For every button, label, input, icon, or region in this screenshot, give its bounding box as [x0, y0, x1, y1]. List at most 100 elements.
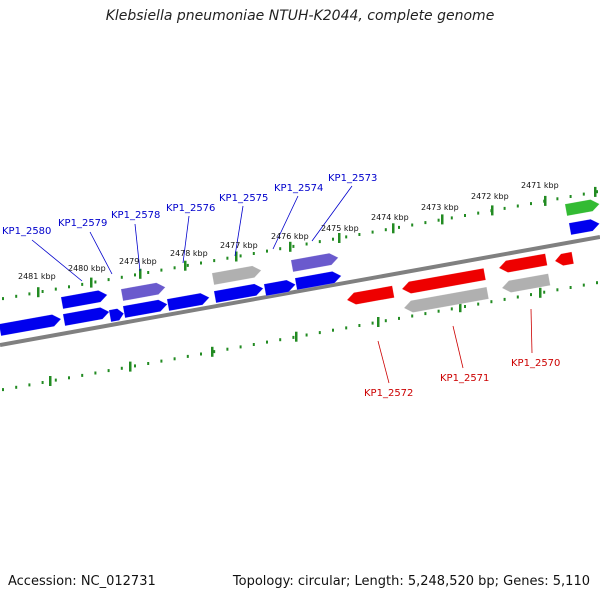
minor-tick [147, 362, 150, 365]
minor-tick [94, 280, 97, 284]
leader-line [377, 340, 390, 384]
major-tick [90, 277, 93, 288]
minor-tick [503, 206, 506, 210]
minor-tick [371, 321, 374, 325]
minor-tick [15, 385, 18, 389]
gene-label-forward: KP1_2574 [274, 183, 323, 194]
gene-green-1-shape [564, 199, 600, 216]
minor-tick [516, 295, 519, 299]
minor-tick [173, 357, 176, 361]
minor-tick [503, 297, 506, 301]
scale-tick-label: 2479 kbp [119, 257, 157, 266]
major-tick [295, 331, 298, 342]
gene-forward-2 [62, 307, 110, 327]
minor-tick [120, 275, 123, 279]
gene-gray-3 [501, 273, 551, 293]
gene-forward-9-shape [568, 219, 600, 235]
gene-label-forward: KP1_2579 [58, 218, 107, 229]
minor-tick [398, 316, 400, 320]
minor-tick [384, 319, 387, 323]
gene-purple-1-shape [120, 282, 166, 301]
minor-tick [477, 211, 480, 215]
minor-tick [543, 290, 546, 294]
minor-tick [186, 263, 189, 267]
minor-tick [292, 244, 295, 248]
minor-tick [305, 242, 308, 246]
minor-tick [41, 290, 44, 293]
gene-reverse-1-shape [347, 285, 395, 305]
major-tick [211, 346, 214, 357]
scale-tick-label: 2475 kbp [321, 224, 359, 233]
upper-tick-row [2, 190, 598, 301]
leader-line [89, 231, 113, 275]
minor-tick [160, 359, 163, 363]
gene-purple-2 [290, 252, 339, 273]
minor-tick [28, 292, 31, 296]
minor-tick [569, 286, 572, 289]
major-tick [491, 205, 494, 216]
minor-tick [41, 381, 44, 384]
minor-tick [305, 333, 308, 337]
minor-tick [450, 216, 453, 220]
minor-tick [292, 335, 295, 339]
gene-forward-5-shape [166, 293, 210, 311]
minor-tick [437, 309, 440, 313]
gene-green-1 [564, 199, 600, 217]
gene-forward-10 [60, 290, 108, 310]
minor-tick [68, 376, 70, 380]
gene-forward-1 [0, 314, 62, 337]
leader-line [452, 325, 464, 369]
tick-rows [2, 186, 598, 392]
minor-tick [2, 297, 4, 301]
minor-tick [398, 225, 400, 229]
scale-tick-label: 2478 kbp [170, 249, 208, 258]
minor-tick [134, 273, 136, 277]
gene-gray-1-shape [211, 265, 262, 285]
gene-label-forward: KP1_2575 [219, 193, 268, 204]
gene-reverse-1 [346, 285, 395, 305]
minor-tick [411, 223, 414, 227]
major-tick [377, 317, 380, 327]
gene-forward-6 [213, 283, 264, 304]
minor-tick [252, 252, 255, 255]
minor-tick [358, 233, 361, 236]
minor-tick [279, 338, 282, 342]
minor-tick [279, 247, 282, 251]
minor-tick [200, 261, 202, 265]
minor-tick [107, 369, 110, 373]
leader-line [272, 195, 299, 250]
gene-forward-7 [263, 279, 296, 297]
gene-gray-1 [211, 265, 262, 286]
minor-tick [318, 240, 321, 244]
minor-tick [81, 373, 84, 377]
gene-gray-2-shape [404, 287, 489, 313]
minor-tick [530, 293, 532, 297]
minor-tick [252, 343, 255, 346]
minor-tick [596, 190, 598, 194]
gene-gray-3-shape [502, 273, 551, 293]
leader-line [530, 308, 533, 354]
minor-tick [226, 256, 229, 260]
major-tick [37, 287, 40, 298]
minor-tick [239, 254, 242, 258]
gene-reverse-3-shape [499, 253, 548, 273]
minor-tick [424, 221, 427, 225]
gene-forward-4-shape [122, 299, 168, 318]
minor-tick [516, 204, 519, 208]
minor-tick [371, 230, 374, 234]
gene-label-reverse: KP1_2570 [511, 358, 560, 369]
minor-tick [226, 347, 229, 351]
major-tick [441, 214, 444, 225]
genome-backbone [0, 235, 600, 347]
gene-forward-6-shape [213, 283, 264, 303]
gene-purple-1 [120, 282, 166, 302]
gene-forward-4 [122, 299, 168, 319]
gene-forward-3-shape [108, 308, 124, 322]
major-tick [184, 260, 187, 271]
gene-forward-5 [166, 292, 210, 312]
leader-line [311, 185, 353, 242]
minor-tick [94, 371, 97, 375]
minor-tick [582, 283, 585, 287]
gene-reverse-2-shape [402, 268, 486, 294]
